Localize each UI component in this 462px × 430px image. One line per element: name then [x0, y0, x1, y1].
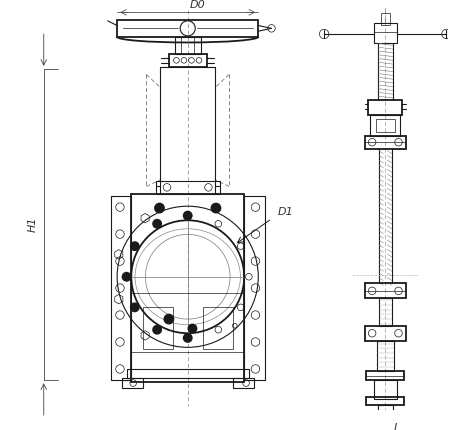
Circle shape	[153, 326, 161, 334]
Bar	[381, 13, 390, 25]
Bar	[203, 307, 233, 349]
Bar	[122, 378, 143, 388]
Text: D1: D1	[278, 207, 294, 217]
Circle shape	[183, 212, 192, 220]
Bar	[378, 405, 393, 416]
Circle shape	[211, 203, 221, 213]
Bar	[117, 20, 258, 37]
Bar	[365, 283, 406, 298]
Bar	[374, 380, 396, 399]
Bar	[169, 54, 207, 67]
Circle shape	[164, 314, 174, 324]
Bar	[377, 341, 394, 371]
Bar	[374, 23, 396, 43]
Bar	[143, 307, 173, 349]
Bar	[127, 369, 249, 378]
Bar	[379, 298, 392, 326]
Bar	[376, 119, 395, 132]
Bar	[131, 194, 244, 382]
Bar	[181, 37, 195, 54]
Bar	[365, 326, 406, 341]
Bar	[110, 196, 131, 380]
Bar	[233, 378, 254, 388]
Circle shape	[183, 334, 192, 342]
Bar	[156, 181, 220, 194]
Circle shape	[131, 242, 139, 250]
Bar	[244, 196, 265, 380]
Bar	[365, 135, 406, 149]
Bar	[368, 100, 402, 115]
Bar	[366, 371, 404, 380]
Bar	[366, 397, 404, 405]
Circle shape	[153, 220, 161, 228]
Bar	[175, 37, 201, 54]
Circle shape	[155, 203, 164, 213]
Circle shape	[188, 324, 197, 333]
Text: L: L	[394, 423, 400, 430]
Text: H1: H1	[27, 216, 37, 232]
Circle shape	[131, 303, 139, 312]
Text: D0: D0	[189, 0, 205, 10]
Circle shape	[122, 273, 131, 281]
Bar	[370, 115, 401, 135]
